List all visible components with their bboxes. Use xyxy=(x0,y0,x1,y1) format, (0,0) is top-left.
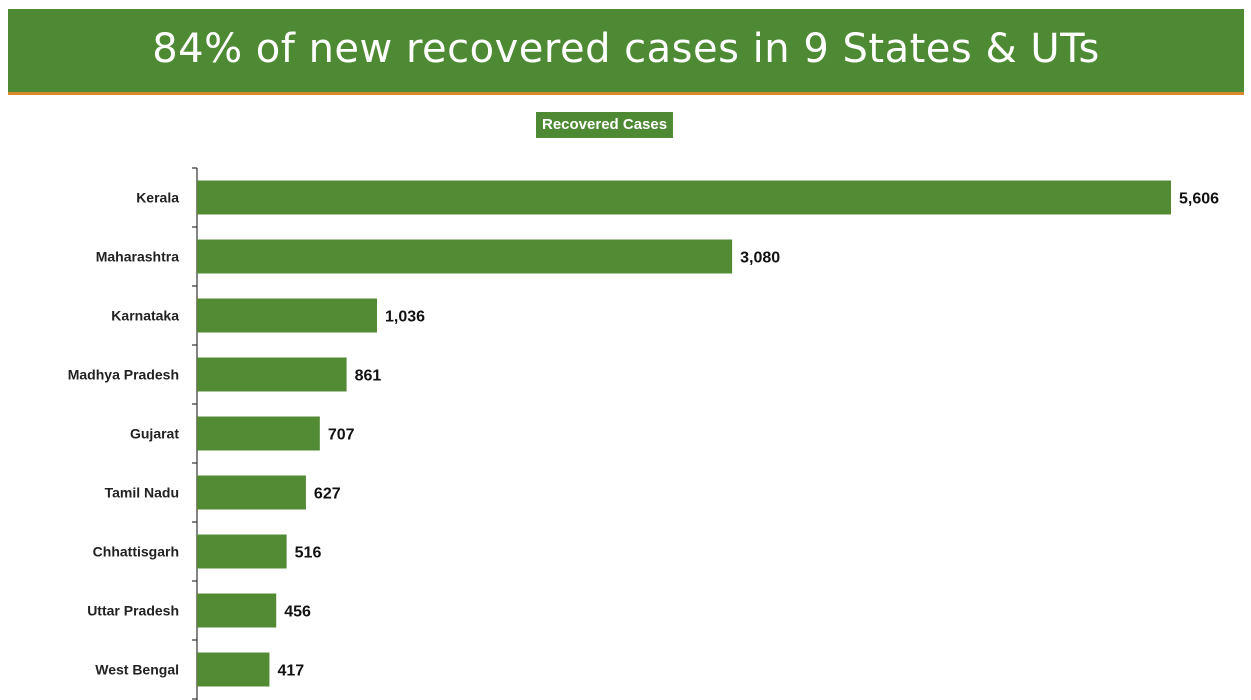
data-label: 627 xyxy=(314,486,341,503)
data-label: 3,080 xyxy=(740,250,780,267)
category-label: Uttar Pradesh xyxy=(87,603,179,619)
bar-karnataka xyxy=(197,298,377,333)
chart-title: 84% of new recovered cases in 9 States &… xyxy=(152,25,1100,72)
bar-uttar-pradesh xyxy=(197,593,277,628)
bar-maharashtra xyxy=(197,239,733,274)
category-label: Maharashtra xyxy=(96,249,179,265)
data-label: 516 xyxy=(295,545,322,562)
bar-gujarat xyxy=(197,416,320,451)
data-label: 861 xyxy=(355,368,382,385)
category-label: West Bengal xyxy=(95,662,179,678)
bar-tamil-nadu xyxy=(197,475,306,510)
category-label: Karnataka xyxy=(111,308,179,324)
category-label: Kerala xyxy=(136,190,179,206)
data-label: 1,036 xyxy=(385,309,425,326)
bar-chhattisgarh xyxy=(197,534,287,569)
title-banner: 84% of new recovered cases in 9 States &… xyxy=(8,9,1244,95)
category-label: Madhya Pradesh xyxy=(68,367,179,383)
data-label: 707 xyxy=(328,427,355,444)
data-label: 417 xyxy=(277,663,304,680)
bar-west-bengal xyxy=(197,652,270,687)
data-label: 456 xyxy=(284,604,311,621)
bar-madhya-pradesh xyxy=(197,357,347,392)
bar-kerala xyxy=(197,180,1171,215)
category-label: Gujarat xyxy=(130,426,179,442)
category-label: Tamil Nadu xyxy=(105,485,179,501)
category-label: Chhattisgarh xyxy=(93,544,179,560)
legend-entry-recovered-cases: Recovered Cases xyxy=(536,112,674,138)
data-label: 5,606 xyxy=(1179,191,1219,208)
